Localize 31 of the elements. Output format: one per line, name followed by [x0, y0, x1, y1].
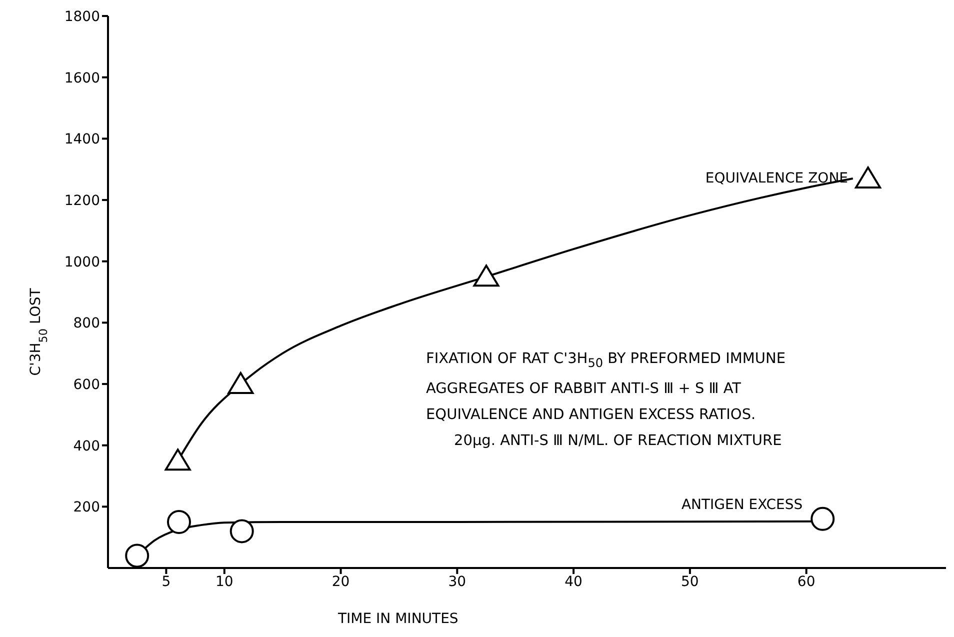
x-tick-label: 20: [332, 574, 350, 590]
x-tick-label: 60: [797, 574, 816, 590]
series-label: ANTIGEN EXCESS: [681, 496, 803, 513]
y-tick-label: 400: [73, 438, 100, 454]
x-tick-label: 5: [162, 574, 171, 590]
y-tick-label: 800: [73, 316, 100, 332]
x-tick-label: 30: [448, 574, 466, 590]
y-tick-label: 200: [73, 500, 100, 516]
x-tick-label: 40: [564, 574, 582, 590]
x-axis-title: TIME IN MINUTES: [337, 611, 458, 627]
point: [810, 506, 835, 531]
annotation: AGGREGATES OF RABBIT ANTI-S Ⅲ + S Ⅲ AT: [426, 380, 742, 399]
series-label: EQUIVALENCE ZONE: [705, 170, 848, 186]
point: [855, 166, 882, 189]
y-tick-label: 1600: [64, 70, 100, 86]
y-tick-label: 600: [73, 376, 100, 393]
y-tick-label: 1200: [64, 192, 100, 209]
point: [164, 448, 191, 471]
point: [228, 372, 254, 394]
annotation: 20μg. ANTI-S Ⅲ N/ML. OF REACTION MIXTURE: [453, 432, 783, 451]
x-tick-label: 10: [215, 574, 234, 590]
x-tick-label: 50: [681, 574, 699, 590]
point: [230, 519, 254, 544]
annotation: FIXATION OF RAT C'3H$_{50}$ BY PREFORMED IMMUNE: [426, 350, 786, 372]
y-tick-label: 1800: [64, 8, 100, 25]
annotation: EQUIVALENCE AND ANTIGEN EXCESS RATIOS.: [426, 406, 757, 425]
y-tick-label: 1000: [64, 254, 100, 270]
point: [125, 544, 150, 568]
y-tick-label: 1400: [64, 132, 100, 148]
point: [166, 510, 191, 534]
point: [473, 264, 500, 287]
